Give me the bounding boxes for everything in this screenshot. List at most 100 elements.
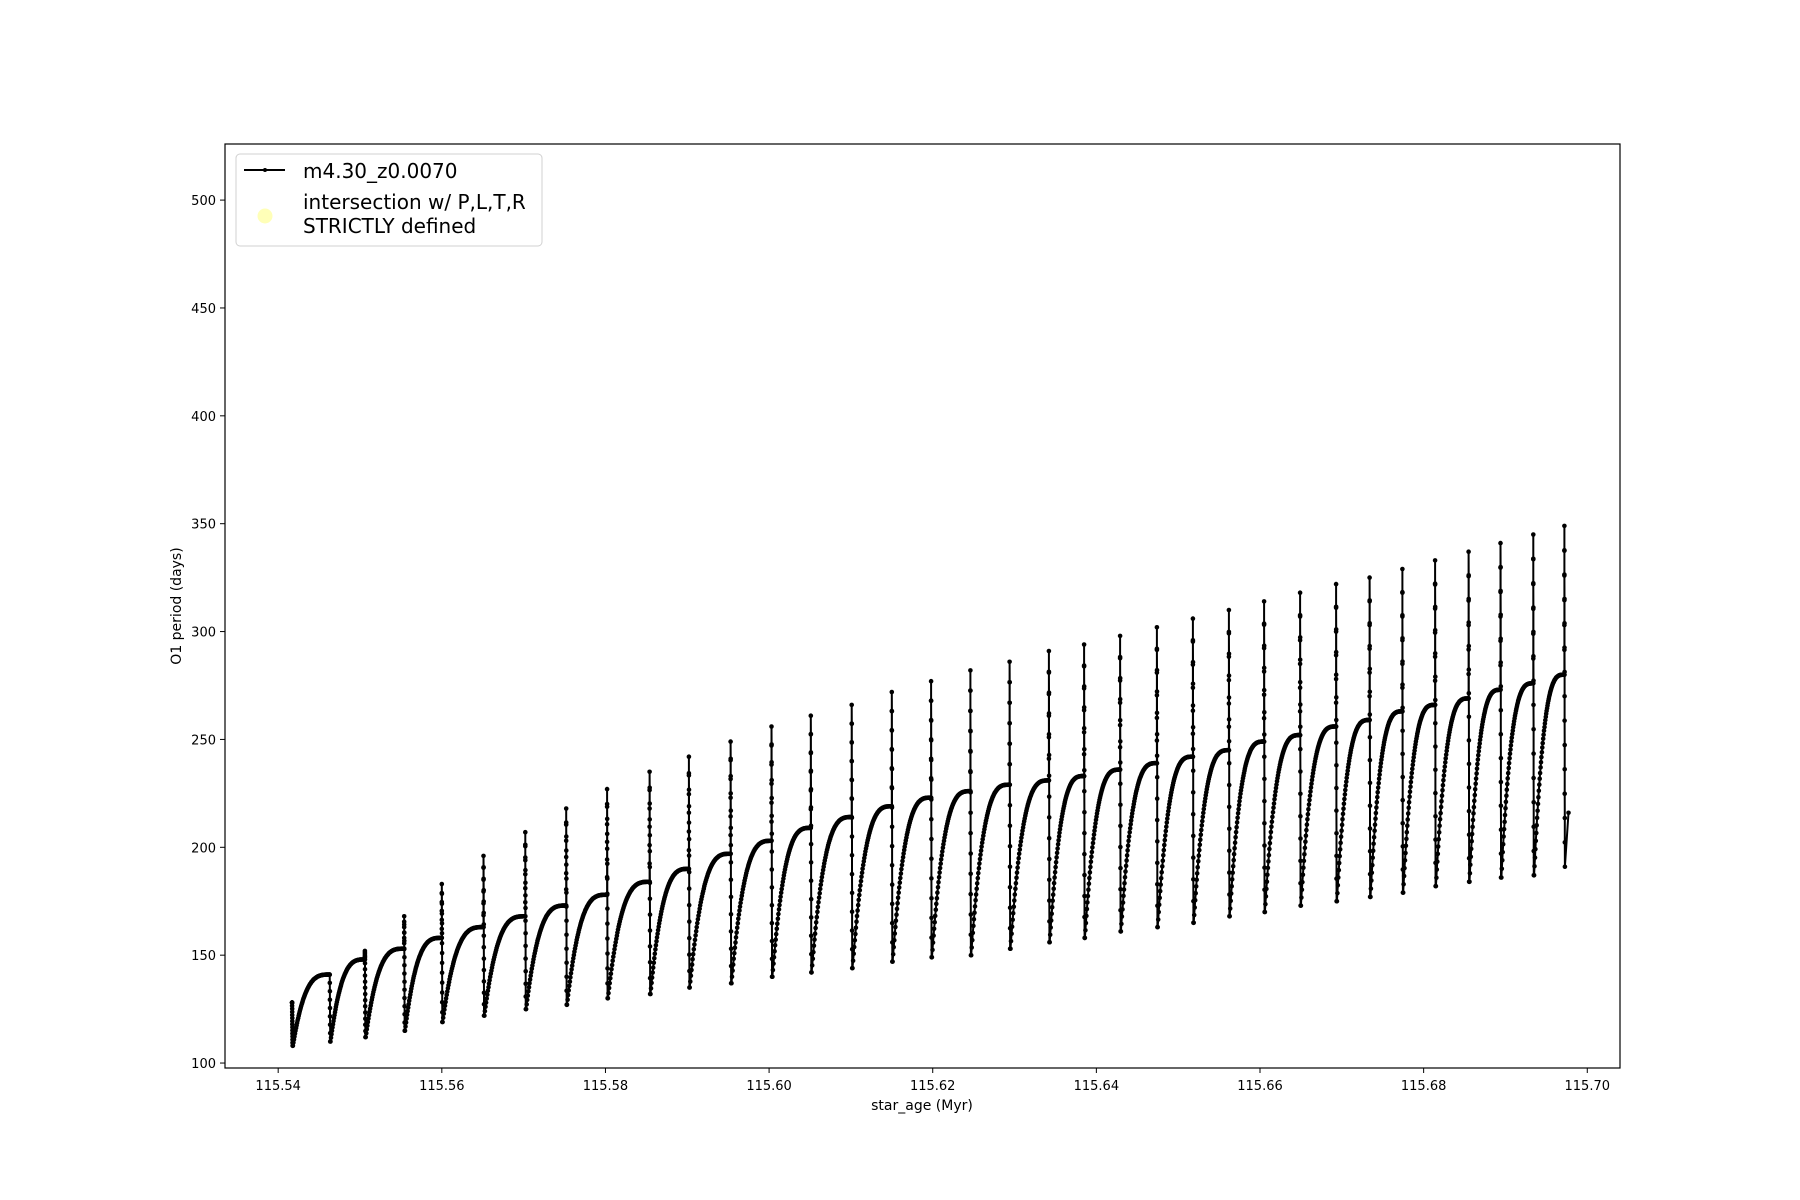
data-point xyxy=(564,932,569,937)
y-tick-label: 400 xyxy=(191,410,216,425)
data-point xyxy=(1367,826,1373,831)
data-point xyxy=(441,1011,447,1016)
data-point xyxy=(647,944,653,949)
data-point xyxy=(1154,753,1160,759)
data-point xyxy=(859,874,864,880)
data-point xyxy=(686,787,692,792)
data-point xyxy=(1271,801,1277,806)
data-point xyxy=(1154,817,1160,823)
data-point xyxy=(439,950,445,956)
series-m4-30 xyxy=(289,523,1571,1049)
data-point xyxy=(688,973,694,978)
data-point xyxy=(860,862,866,868)
data-point xyxy=(1475,757,1481,762)
data-point xyxy=(362,979,368,984)
data-point xyxy=(1540,745,1545,750)
data-point xyxy=(1339,828,1344,833)
data-point xyxy=(808,731,814,737)
data-point xyxy=(1263,901,1268,907)
data-point xyxy=(362,985,368,991)
data-point xyxy=(732,950,737,956)
data-point xyxy=(1308,789,1313,794)
data-point xyxy=(1505,781,1510,787)
data-point xyxy=(486,984,491,990)
data-point xyxy=(1404,829,1410,835)
data-point xyxy=(938,861,943,866)
data-point xyxy=(439,921,445,926)
data-point xyxy=(481,956,487,961)
data-point xyxy=(605,876,610,881)
data-point xyxy=(686,791,692,797)
data-point xyxy=(1166,808,1171,814)
data-point xyxy=(1297,635,1303,640)
x-tick-label: 115.60 xyxy=(746,1079,792,1094)
data-point xyxy=(929,915,934,921)
data-point xyxy=(1433,814,1438,819)
data-point xyxy=(1266,859,1271,864)
data-point xyxy=(817,890,822,896)
data-point xyxy=(773,937,778,942)
data-point xyxy=(1010,917,1015,923)
data-point xyxy=(687,935,692,941)
data-point xyxy=(1262,821,1267,826)
data-point xyxy=(1261,692,1267,698)
data-point xyxy=(940,849,945,854)
data-point xyxy=(980,836,985,842)
data-point xyxy=(1046,752,1052,758)
data-point xyxy=(1083,920,1089,926)
data-point xyxy=(1165,816,1170,821)
data-point xyxy=(1532,855,1538,860)
data-point xyxy=(929,777,934,783)
data-point xyxy=(402,995,407,1001)
data-point xyxy=(693,933,698,938)
data-point xyxy=(891,944,896,950)
data-point xyxy=(941,842,946,847)
data-point xyxy=(1082,872,1087,878)
data-point xyxy=(968,851,973,856)
data-point xyxy=(1226,724,1232,730)
data-point xyxy=(605,936,610,941)
data-point xyxy=(889,728,895,733)
data-point xyxy=(1196,853,1202,858)
data-point xyxy=(563,806,569,811)
data-point xyxy=(1302,852,1307,857)
data-point xyxy=(564,974,569,979)
data-point xyxy=(849,871,855,877)
data-point xyxy=(1466,714,1472,720)
data-point xyxy=(1466,761,1472,767)
data-point xyxy=(1432,702,1438,708)
data-point xyxy=(1334,831,1339,836)
data-point xyxy=(1333,581,1339,587)
legend-label-model: m4.30_z0.0070 xyxy=(303,159,458,183)
data-point xyxy=(650,965,656,970)
data-point xyxy=(1540,740,1545,746)
data-point xyxy=(1440,788,1445,793)
data-point xyxy=(1262,776,1267,782)
data-point xyxy=(1272,797,1277,802)
data-point xyxy=(1082,830,1087,836)
data-point xyxy=(769,813,774,819)
data-point xyxy=(1403,843,1409,849)
data-point xyxy=(898,871,904,876)
data-point xyxy=(1016,855,1021,861)
data-point xyxy=(1193,890,1198,896)
data-point xyxy=(1009,931,1014,937)
data-point xyxy=(1443,756,1448,761)
data-point xyxy=(1531,751,1536,756)
data-point xyxy=(1007,843,1013,849)
data-point xyxy=(1271,805,1276,810)
data-point xyxy=(1433,674,1438,679)
data-point xyxy=(1055,846,1060,851)
data-point xyxy=(1202,803,1207,808)
data-point xyxy=(1466,549,1471,554)
data-point xyxy=(485,992,490,997)
data-point xyxy=(818,882,824,888)
data-point xyxy=(1509,735,1515,740)
data-point xyxy=(1192,897,1198,903)
data-point xyxy=(769,920,775,926)
data-point xyxy=(362,1004,368,1009)
data-point xyxy=(770,974,775,979)
data-point xyxy=(940,845,946,851)
data-point xyxy=(1466,696,1471,701)
data-point xyxy=(608,971,614,976)
